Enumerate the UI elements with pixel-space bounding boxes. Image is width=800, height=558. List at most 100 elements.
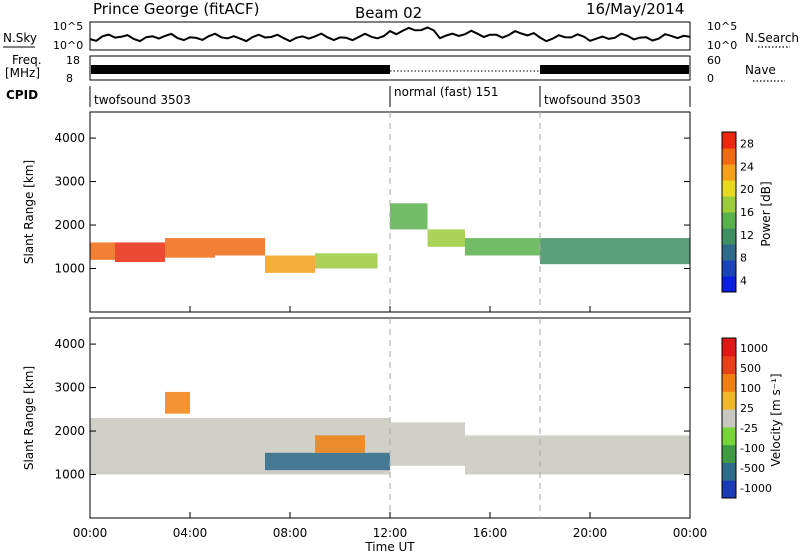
velocity-colorbar-tick: 100 — [740, 382, 761, 395]
velocity-ytick-label: 4000 — [54, 337, 85, 351]
power-colorbar-swatch — [722, 132, 736, 149]
nsky-panel-frame — [89, 21, 691, 51]
velocity-band-4 — [315, 435, 365, 453]
power-yaxis-ticks: 1000 2000 3000 4000 — [54, 131, 690, 276]
power-band-9 — [540, 238, 690, 265]
xtick-label: 16:00 — [473, 526, 508, 540]
power-band-0 — [90, 242, 115, 260]
velocity-ytick-label: 3000 — [54, 381, 85, 395]
nave-tick-high: 60 — [707, 54, 721, 67]
power-colorbar-swatch — [722, 212, 736, 229]
date-label: 16/May/2014 — [586, 0, 684, 18]
nsky-tick-low: 10^0 — [53, 39, 83, 52]
xtick-label: 04:00 — [173, 526, 208, 540]
velocity-band-5 — [165, 391, 190, 414]
velocity-colorbar: 1000 500 100 25 -25 -100 -500 -1000 — [721, 337, 772, 499]
power-colorbar-tick: 24 — [740, 160, 754, 173]
power-ytick-label: 2000 — [54, 218, 85, 232]
velocity-colorbar-tick: -100 — [740, 442, 765, 455]
xaxis-label: Time UT — [364, 540, 415, 554]
time-axis-ticks: 00:00 04:00 08:00 12:00 16:00 20:00 00:00 — [73, 306, 708, 540]
velocity-colorbar-swatch — [722, 391, 736, 410]
power-colorbar-tick: 28 — [740, 137, 754, 150]
power-heatmap — [90, 203, 690, 273]
power-band-6 — [390, 203, 428, 230]
velocity-colorbar-frame — [721, 337, 737, 499]
nsearch-tick-high: 10^5 — [707, 20, 737, 33]
power-colorbar-swatch — [722, 228, 736, 245]
xtick-label: 00:00 — [673, 526, 708, 540]
velocity-band-1 — [390, 422, 465, 466]
power-colorbar-swatch — [722, 148, 736, 165]
freq-label: Freq. — [12, 53, 42, 67]
freq-bar-segment-1 — [91, 65, 390, 74]
velocity-colorbar-label: Velocity [m s⁻¹] — [769, 373, 783, 466]
velocity-colorbar-swatch — [722, 462, 736, 481]
velocity-colorbar-swatch — [722, 373, 736, 392]
nsky-trace — [89, 26, 691, 43]
nave-tick-low: 0 — [707, 72, 714, 85]
power-colorbar-tick: 8 — [740, 252, 747, 265]
power-colorbar: 28 24 20 16 12 8 4 — [721, 131, 754, 293]
freq-tick-low: 8 — [66, 72, 73, 85]
power-band-8 — [465, 238, 540, 256]
power-band-1 — [115, 242, 165, 262]
velocity-band-3 — [265, 452, 390, 471]
velocity-colorbar-tick: 500 — [740, 362, 761, 375]
velocity-colorbar-tick: 1000 — [740, 342, 768, 355]
power-colorbar-swatch — [722, 276, 736, 293]
velocity-colorbar-tick: 25 — [740, 402, 754, 415]
power-ytick-label: 4000 — [54, 131, 85, 145]
velocity-ytick-label: 1000 — [54, 468, 85, 482]
power-colorbar-tick: 4 — [740, 275, 747, 288]
power-colorbar-swatch — [722, 244, 736, 261]
station-title: Prince George (fitACF) — [93, 0, 259, 18]
velocity-colorbar-swatch — [722, 480, 736, 499]
freq-panel-frame — [89, 55, 691, 81]
velocity-ylabel: Slant Range [km] — [22, 366, 36, 470]
power-colorbar-swatch — [722, 196, 736, 213]
power-colorbar-tick: 12 — [740, 229, 754, 242]
nsky-tick-high: 10^5 — [53, 20, 83, 33]
velocity-colorbar-swatch — [722, 444, 736, 463]
freq-bar-segment-2 — [540, 65, 689, 74]
cpid-label: CPID — [6, 88, 38, 102]
velocity-band-2 — [465, 435, 690, 475]
nsearch-label: N.Search — [745, 31, 799, 45]
power-colorbar-frame — [721, 131, 737, 293]
xtick-label: 00:00 — [73, 526, 108, 540]
power-colorbar-swatch — [722, 260, 736, 277]
velocity-colorbar-swatch — [722, 409, 736, 428]
power-band-2 — [165, 238, 215, 258]
nsearch-tick-low: 10^0 — [707, 39, 737, 52]
freq-tick-high: 18 — [66, 54, 80, 67]
velocity-colorbar-tick: -25 — [740, 422, 758, 435]
velocity-colorbar-swatch — [722, 338, 736, 357]
power-ytick-label: 1000 — [54, 262, 85, 276]
power-ytick-label: 3000 — [54, 175, 85, 189]
power-band-5 — [315, 253, 378, 269]
power-colorbar-tick: 20 — [740, 183, 754, 196]
velocity-colorbar-swatch — [722, 355, 736, 375]
velocity-ytick-label: 2000 — [54, 424, 85, 438]
power-colorbar-tick: 16 — [740, 206, 754, 219]
xtick-label: 20:00 — [573, 526, 608, 540]
power-band-4 — [265, 255, 315, 273]
xtick-label: 12:00 — [373, 526, 408, 540]
power-band-7 — [427, 229, 465, 247]
power-colorbar-swatch — [722, 164, 736, 181]
cpid-segment-1: twofsound 3503 — [94, 93, 191, 107]
velocity-colorbar-tick: -500 — [740, 462, 765, 475]
xtick-label: 08:00 — [273, 526, 308, 540]
velocity-colorbar-swatch — [722, 426, 736, 446]
velocity-colorbar-tick: -1000 — [740, 482, 772, 495]
nave-label: Nave — [745, 63, 776, 77]
cpid-segment-3: twofsound 3503 — [544, 93, 641, 107]
power-ylabel: Slant Range [km] — [22, 160, 36, 264]
velocity-heatmap — [90, 391, 690, 475]
mhz-label: [MHz] — [5, 66, 40, 80]
power-colorbar-swatch — [722, 180, 736, 197]
beam-label: Beam 02 — [355, 4, 422, 22]
power-colorbar-label: Power [dB] — [759, 181, 773, 246]
